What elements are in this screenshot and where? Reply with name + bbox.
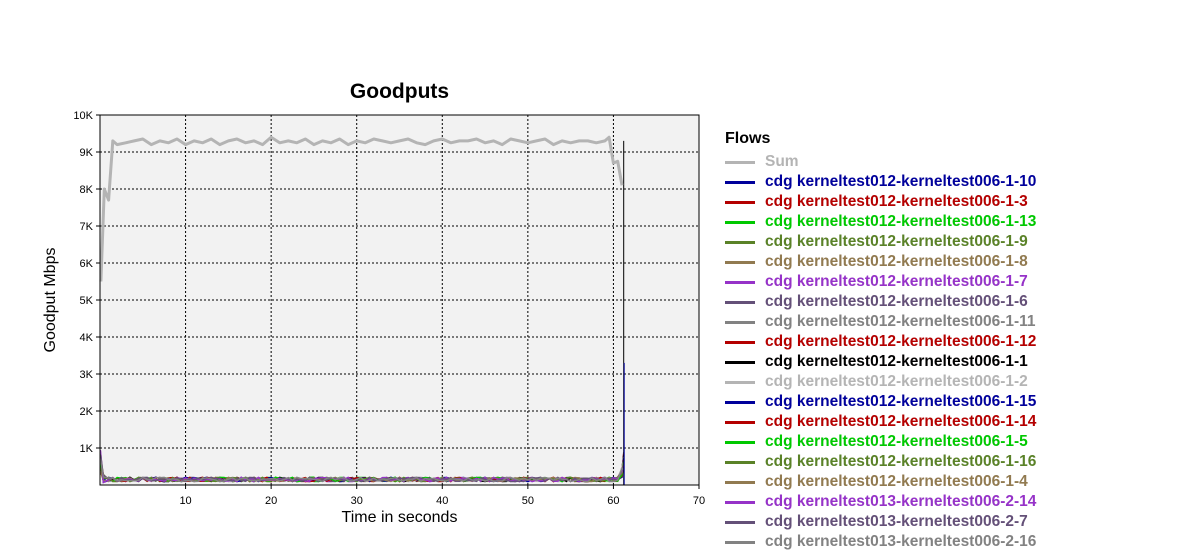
legend-list: Sum cdg kerneltest012-kerneltest006-1-10 c… (725, 152, 1195, 552)
legend-label: cdg kerneltest012-kerneltest006-1-10 (765, 173, 1037, 190)
x-tick-label: 40 (436, 495, 448, 507)
y-tick-label: 9K (80, 147, 94, 159)
axis-ticks: 10 20 30 40 50 60 70 1K 2K 3K 4K 5K 6K 7K 8K 9K 10K (73, 110, 705, 507)
legend-swatch (725, 360, 755, 364)
y-tick-label: 8K (80, 184, 94, 196)
legend-item: cdg kerneltest012-kerneltest006-1-13 (725, 212, 1195, 232)
x-tick-label: 70 (693, 495, 705, 507)
goodputs-chart: 10 20 30 40 50 60 70 1K 2K 3K 4K 5K 6K 7K 8K 9K 10K (73, 110, 705, 507)
legend-label: cdg kerneltest012-kerneltest006-1-12 (765, 333, 1037, 350)
y-tick-label: 6K (80, 258, 94, 270)
legend-title: Flows (725, 130, 771, 147)
legend-item: cdg kerneltest012-kerneltest006-1-7 (725, 272, 1195, 292)
legend-label: cdg kerneltest012-kerneltest006-1-15 (765, 393, 1037, 410)
sum-line (99, 135, 624, 282)
x-tick-label: 60 (607, 495, 619, 507)
legend-swatch (725, 480, 755, 484)
legend-swatch (725, 420, 755, 424)
legend-label: cdg kerneltest012-kerneltest006-1-13 (765, 213, 1037, 230)
legend-label: cdg kerneltest013-kerneltest006-2-16 (765, 533, 1037, 550)
plot-area (100, 115, 699, 485)
y-tick-label: 4K (80, 332, 94, 344)
legend-item: cdg kerneltest012-kerneltest006-1-6 (725, 292, 1195, 312)
legend-label: cdg kerneltest012-kerneltest006-1-6 (765, 293, 1028, 310)
legend-swatch (725, 380, 755, 384)
legend-swatch (725, 460, 755, 464)
legend-swatch (725, 320, 755, 324)
legend-item: cdg kerneltest012-kerneltest006-1-9 (725, 232, 1195, 252)
legend-item: cdg kerneltest012-kerneltest006-1-14 (725, 412, 1195, 432)
legend-swatch (725, 520, 755, 524)
sum-series (99, 135, 624, 282)
y-tick-label: 3K (80, 369, 94, 381)
legend-item: cdg kerneltest013-kerneltest006-2-16 (725, 532, 1195, 552)
legend-swatch (725, 260, 755, 264)
grid-lines (100, 115, 699, 485)
legend-swatch (725, 160, 755, 164)
y-tick-label: 1K (80, 443, 94, 455)
legend-label: cdg kerneltest012-kerneltest006-1-1 (765, 353, 1028, 370)
legend-swatch (725, 540, 755, 544)
legend-item: cdg kerneltest013-kerneltest006-2-7 (725, 512, 1195, 532)
legend-item: cdg kerneltest012-kerneltest006-1-15 (725, 392, 1195, 412)
legend-label: cdg kerneltest012-kerneltest006-1-16 (765, 453, 1037, 470)
x-axis-label: Time in seconds (341, 509, 458, 526)
legend-swatch (725, 180, 755, 184)
legend-label: cdg kerneltest012-kerneltest006-1-14 (765, 413, 1037, 430)
legend-swatch (725, 400, 755, 404)
legend-swatch (725, 200, 755, 204)
legend-item: cdg kerneltest012-kerneltest006-1-4 (725, 472, 1195, 492)
legend-item: cdg kerneltest013-kerneltest006-2-14 (725, 492, 1195, 512)
legend-swatch (725, 340, 755, 344)
legend-swatch (725, 240, 755, 244)
x-tick-label: 30 (351, 495, 363, 507)
legend-label: cdg kerneltest012-kerneltest006-1-9 (765, 233, 1028, 250)
y-tick-label: 2K (80, 406, 94, 418)
legend-item: cdg kerneltest012-kerneltest006-1-8 (725, 252, 1195, 272)
legend-item: cdg kerneltest012-kerneltest006-1-1 (725, 352, 1195, 372)
legend-label: cdg kerneltest012-kerneltest006-1-8 (765, 253, 1028, 270)
legend-item: cdg kerneltest012-kerneltest006-1-12 (725, 332, 1195, 352)
legend-swatch (725, 500, 755, 504)
legend-swatch (725, 440, 755, 444)
flow-line (99, 458, 624, 483)
legend: Flows Sum cdg kerneltest012-kerneltest006… (725, 128, 1195, 552)
x-tick-label: 50 (522, 495, 534, 507)
flow-lines (99, 140, 625, 485)
y-tick-label: 10K (73, 110, 93, 122)
legend-label: cdg kerneltest012-kerneltest006-1-7 (765, 273, 1028, 290)
x-tick-label: 20 (265, 495, 277, 507)
legend-item: cdg kerneltest012-kerneltest006-1-2 (725, 372, 1195, 392)
legend-swatch (725, 280, 755, 284)
x-tick-label: 10 (179, 495, 191, 507)
legend-label: cdg kerneltest012-kerneltest006-1-11 (765, 313, 1036, 330)
legend-label: cdg kerneltest013-kerneltest006-2-7 (765, 513, 1028, 530)
legend-label: cdg kerneltest012-kerneltest006-1-2 (765, 373, 1028, 390)
y-tick-label: 7K (80, 221, 94, 233)
legend-item: cdg kerneltest012-kerneltest006-1-3 (725, 192, 1195, 212)
legend-label: cdg kerneltest012-kerneltest006-1-4 (765, 473, 1028, 490)
legend-swatch (725, 300, 755, 304)
legend-label: cdg kerneltest012-kerneltest006-1-5 (765, 433, 1028, 450)
legend-item: cdg kerneltest012-kerneltest006-1-10 (725, 172, 1195, 192)
legend-label: cdg kerneltest012-kerneltest006-1-3 (765, 193, 1028, 210)
chart-title: Goodputs (349, 80, 450, 103)
legend-label: Sum (765, 153, 799, 170)
y-tick-label: 5K (80, 295, 94, 307)
legend-swatch (725, 220, 755, 224)
legend-item: cdg kerneltest012-kerneltest006-1-11 (725, 312, 1195, 332)
y-axis-label: Goodput Mbps (42, 247, 59, 353)
legend-item: cdg kerneltest012-kerneltest006-1-16 (725, 452, 1195, 472)
legend-label: cdg kerneltest013-kerneltest006-2-14 (765, 493, 1037, 510)
legend-item: Sum (725, 152, 1195, 172)
legend-item: cdg kerneltest012-kerneltest006-1-5 (725, 432, 1195, 452)
